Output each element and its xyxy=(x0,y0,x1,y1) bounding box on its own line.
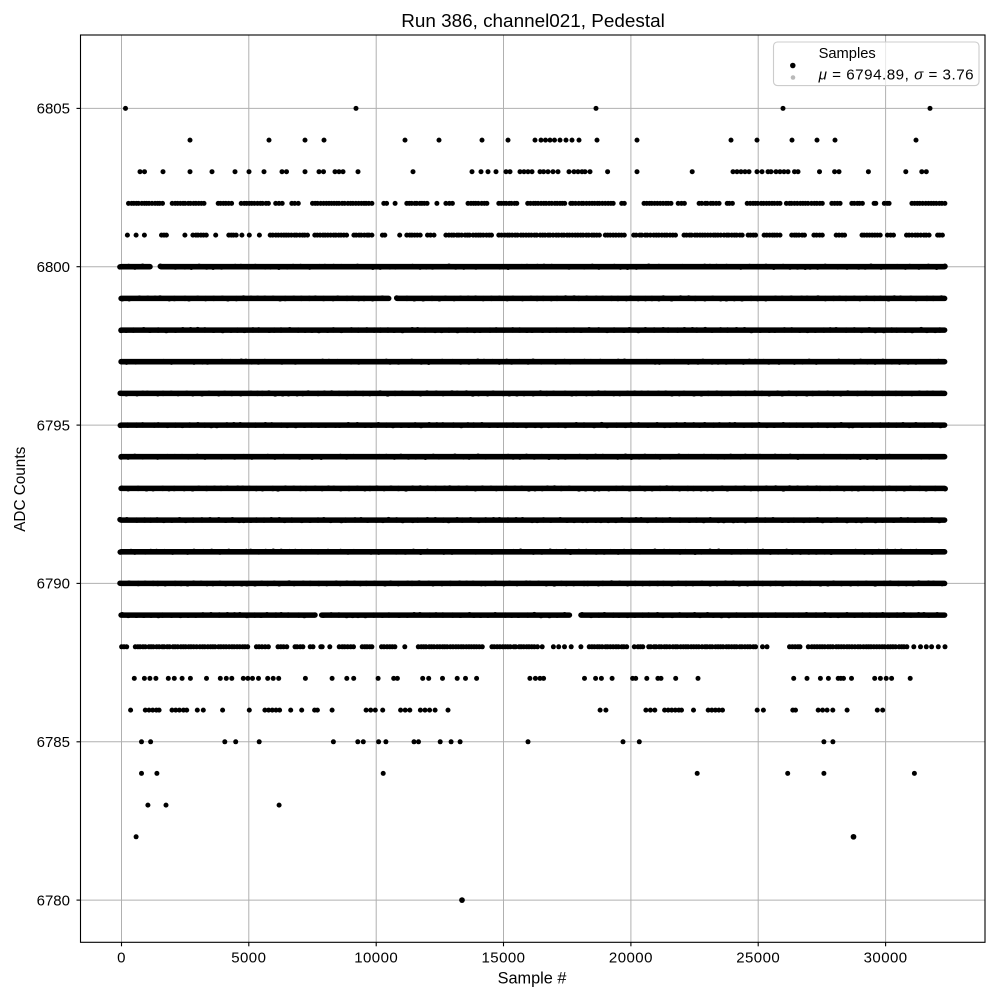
svg-text:Sample #: Sample # xyxy=(498,970,567,988)
svg-text:6790: 6790 xyxy=(37,576,70,593)
svg-text:6800: 6800 xyxy=(37,259,70,276)
svg-text:30000: 30000 xyxy=(864,950,908,967)
svg-text:ADC Counts: ADC Counts xyxy=(12,446,29,531)
svg-text:6805: 6805 xyxy=(37,101,70,118)
svg-text:6785: 6785 xyxy=(37,734,70,751)
svg-text:Run 386, channel021, Pedestal: Run 386, channel021, Pedestal xyxy=(401,11,665,32)
svg-text:6795: 6795 xyxy=(37,417,70,434)
svg-text:0: 0 xyxy=(117,950,126,967)
svg-text:10000: 10000 xyxy=(354,950,398,967)
svg-text:5000: 5000 xyxy=(231,950,266,967)
svg-text:μ = 6794.89, σ = 3.76: μ = 6794.89, σ = 3.76 xyxy=(818,67,975,84)
svg-text:15000: 15000 xyxy=(482,950,526,967)
svg-text:Samples: Samples xyxy=(819,46,876,62)
svg-text:25000: 25000 xyxy=(736,950,780,967)
svg-text:6780: 6780 xyxy=(37,892,70,909)
svg-text:20000: 20000 xyxy=(609,950,653,967)
